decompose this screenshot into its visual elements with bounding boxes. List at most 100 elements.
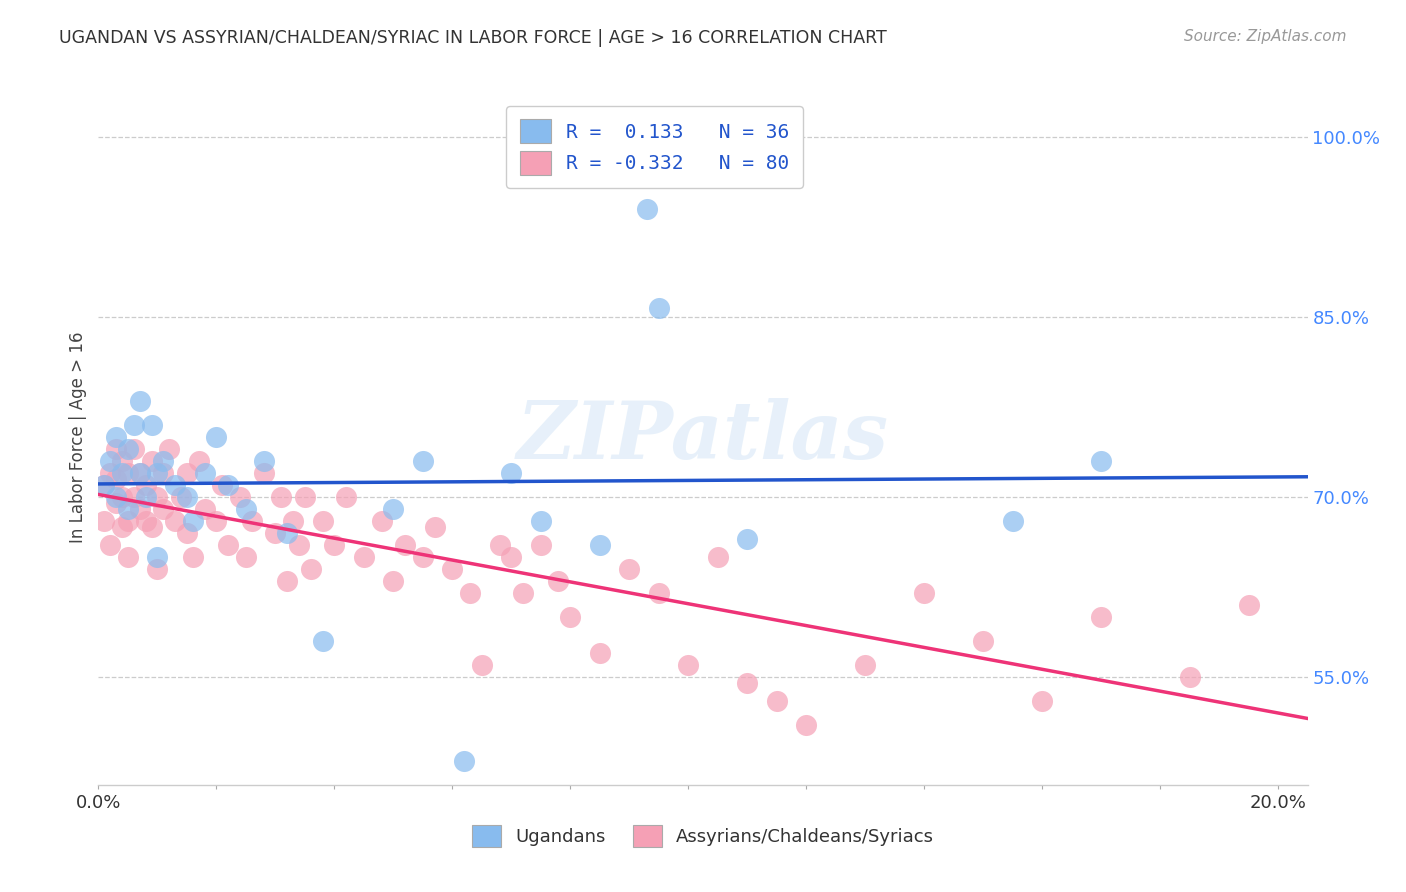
Point — [93, 514, 115, 528]
Point — [853, 658, 876, 673]
Point — [1031, 694, 1053, 708]
Point — [589, 538, 612, 552]
Point — [152, 466, 174, 480]
Point — [382, 502, 405, 516]
Point — [530, 514, 553, 528]
Point — [111, 454, 134, 468]
Point — [105, 496, 128, 510]
Point — [146, 562, 169, 576]
Point — [453, 754, 475, 768]
Point — [98, 538, 121, 552]
Point — [181, 549, 204, 564]
Point — [141, 418, 163, 433]
Point — [423, 520, 446, 534]
Point — [501, 466, 523, 480]
Point — [98, 454, 121, 468]
Point — [382, 574, 405, 588]
Point — [176, 466, 198, 480]
Point — [128, 466, 150, 480]
Point — [122, 442, 145, 456]
Point — [235, 502, 257, 516]
Point — [235, 549, 257, 564]
Y-axis label: In Labor Force | Age > 16: In Labor Force | Age > 16 — [69, 331, 87, 543]
Point — [412, 454, 434, 468]
Point — [281, 514, 304, 528]
Point — [165, 514, 187, 528]
Point — [217, 538, 239, 552]
Point — [117, 514, 139, 528]
Point — [105, 472, 128, 486]
Point — [912, 586, 935, 600]
Text: Source: ZipAtlas.com: Source: ZipAtlas.com — [1184, 29, 1347, 44]
Point — [735, 532, 758, 546]
Point — [181, 514, 204, 528]
Point — [187, 454, 209, 468]
Point — [678, 658, 700, 673]
Point — [240, 514, 263, 528]
Point — [488, 538, 510, 552]
Point — [735, 676, 758, 690]
Point — [441, 562, 464, 576]
Point — [458, 586, 481, 600]
Point — [794, 718, 817, 732]
Point — [157, 442, 180, 456]
Point — [270, 490, 292, 504]
Point — [636, 202, 658, 216]
Point — [122, 490, 145, 504]
Point — [117, 549, 139, 564]
Point — [205, 430, 228, 444]
Point — [311, 514, 333, 528]
Point — [176, 526, 198, 541]
Point — [152, 502, 174, 516]
Point — [146, 490, 169, 504]
Point — [176, 490, 198, 504]
Point — [706, 549, 728, 564]
Point — [589, 646, 612, 660]
Point — [141, 520, 163, 534]
Point — [394, 538, 416, 552]
Point — [117, 466, 139, 480]
Point — [276, 526, 298, 541]
Point — [135, 478, 157, 492]
Point — [122, 418, 145, 433]
Point — [288, 538, 311, 552]
Point — [135, 490, 157, 504]
Point — [93, 478, 115, 492]
Point — [105, 430, 128, 444]
Point — [299, 562, 322, 576]
Point — [252, 454, 274, 468]
Text: ZIPatlas: ZIPatlas — [517, 399, 889, 475]
Point — [105, 442, 128, 456]
Point — [547, 574, 569, 588]
Point — [276, 574, 298, 588]
Point — [648, 586, 671, 600]
Point — [146, 466, 169, 480]
Point — [972, 634, 994, 648]
Point — [117, 502, 139, 516]
Point — [512, 586, 534, 600]
Point — [117, 442, 139, 456]
Point — [98, 466, 121, 480]
Point — [1178, 670, 1201, 684]
Point — [111, 466, 134, 480]
Point — [211, 478, 233, 492]
Point — [128, 394, 150, 409]
Point — [170, 490, 193, 504]
Point — [141, 454, 163, 468]
Point — [105, 490, 128, 504]
Point — [619, 562, 641, 576]
Point — [501, 549, 523, 564]
Point — [165, 478, 187, 492]
Legend: Ugandans, Assyrians/Chaldeans/Syriacs: Ugandans, Assyrians/Chaldeans/Syriacs — [463, 816, 943, 856]
Point — [128, 466, 150, 480]
Point — [311, 634, 333, 648]
Point — [194, 466, 217, 480]
Point — [111, 490, 134, 504]
Point — [335, 490, 357, 504]
Point — [264, 526, 287, 541]
Point — [93, 478, 115, 492]
Point — [471, 658, 494, 673]
Point — [135, 514, 157, 528]
Point — [323, 538, 346, 552]
Point — [194, 502, 217, 516]
